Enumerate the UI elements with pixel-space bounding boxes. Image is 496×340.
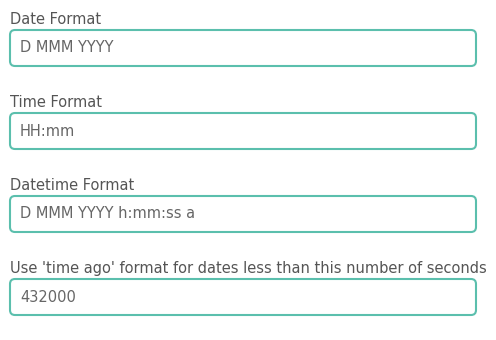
- FancyBboxPatch shape: [10, 113, 476, 149]
- FancyBboxPatch shape: [10, 196, 476, 232]
- Text: D MMM YYYY: D MMM YYYY: [20, 40, 114, 55]
- FancyBboxPatch shape: [10, 279, 476, 315]
- Text: Use 'time ago' format for dates less than this number of seconds: Use 'time ago' format for dates less tha…: [10, 261, 487, 276]
- Text: HH:mm: HH:mm: [20, 123, 75, 138]
- Text: Datetime Format: Datetime Format: [10, 178, 134, 193]
- Text: D MMM YYYY h:mm:ss a: D MMM YYYY h:mm:ss a: [20, 206, 195, 221]
- Text: 432000: 432000: [20, 289, 76, 305]
- FancyBboxPatch shape: [10, 30, 476, 66]
- Text: Time Format: Time Format: [10, 95, 102, 110]
- Text: Date Format: Date Format: [10, 12, 101, 27]
